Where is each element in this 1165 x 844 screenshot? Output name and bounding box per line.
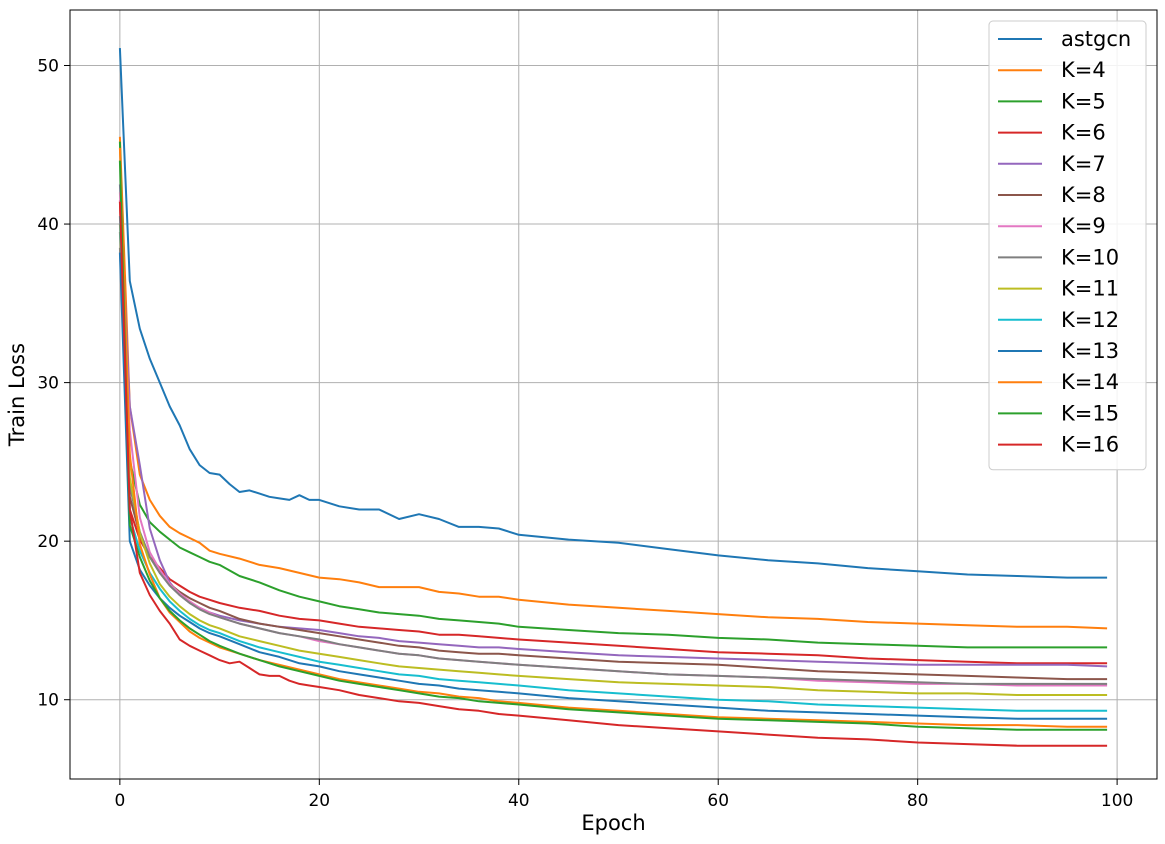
y-tick-label: 50 (37, 56, 59, 76)
legend-label-k14: K=14 (1061, 370, 1119, 394)
series-line-k10 (118, 247, 1108, 685)
legend-label-k10: K=10 (1061, 245, 1119, 269)
series-line-astgcn (118, 48, 1108, 579)
x-axis-label: Epoch (581, 811, 645, 835)
legend-label-astgcn: astgcn (1061, 27, 1131, 51)
x-tick-label: 100 (1101, 791, 1133, 811)
y-axis-label: Train Loss (5, 343, 29, 447)
legend-label-k5: K=5 (1061, 89, 1106, 113)
series-layer (118, 48, 1108, 747)
y-tick-label: 40 (37, 215, 59, 235)
legend-label-k8: K=8 (1061, 183, 1106, 207)
series-line-k5 (118, 141, 1108, 649)
legend-label-k15: K=15 (1061, 401, 1119, 425)
series-line-k15 (118, 160, 1108, 731)
x-tick-label: 40 (508, 791, 530, 811)
y-tick-label: 20 (37, 532, 59, 552)
x-tick-label: 80 (907, 791, 929, 811)
x-tick-label: 0 (114, 791, 125, 811)
legend-label-k4: K=4 (1061, 58, 1106, 82)
series-line-k16 (118, 201, 1108, 747)
series-line-k6 (118, 200, 1108, 665)
legend-label-k6: K=6 (1061, 121, 1106, 145)
legend-label-k13: K=13 (1061, 339, 1119, 363)
ticks: 0 20 40 60 80 100 10 20 30 40 50 (37, 56, 1133, 811)
legend: astgcn K=4 K=5 K=6 K=7 K=8 K=9 K=10 K=11 K=12 K=13… (988, 20, 1147, 471)
legend-label-k12: K=12 (1061, 308, 1119, 332)
legend-label-k11: K=11 (1061, 277, 1119, 301)
x-tick-label: 60 (707, 791, 729, 811)
legend-label-k16: K=16 (1061, 433, 1119, 457)
series-line-k8 (118, 231, 1108, 681)
legend-label-k9: K=9 (1061, 214, 1106, 238)
legend-label-k7: K=7 (1061, 152, 1106, 176)
grid (70, 10, 1157, 779)
y-tick-label: 30 (37, 374, 59, 394)
series-line-k4 (118, 136, 1108, 630)
series-line-k13 (118, 252, 1108, 720)
axes-frame (69, 9, 1158, 780)
series-line-k12 (118, 216, 1108, 712)
x-tick-label: 20 (308, 791, 330, 811)
series-line-k14 (118, 147, 1108, 728)
y-tick-label: 10 (37, 691, 59, 711)
series-line-k11 (118, 224, 1108, 696)
